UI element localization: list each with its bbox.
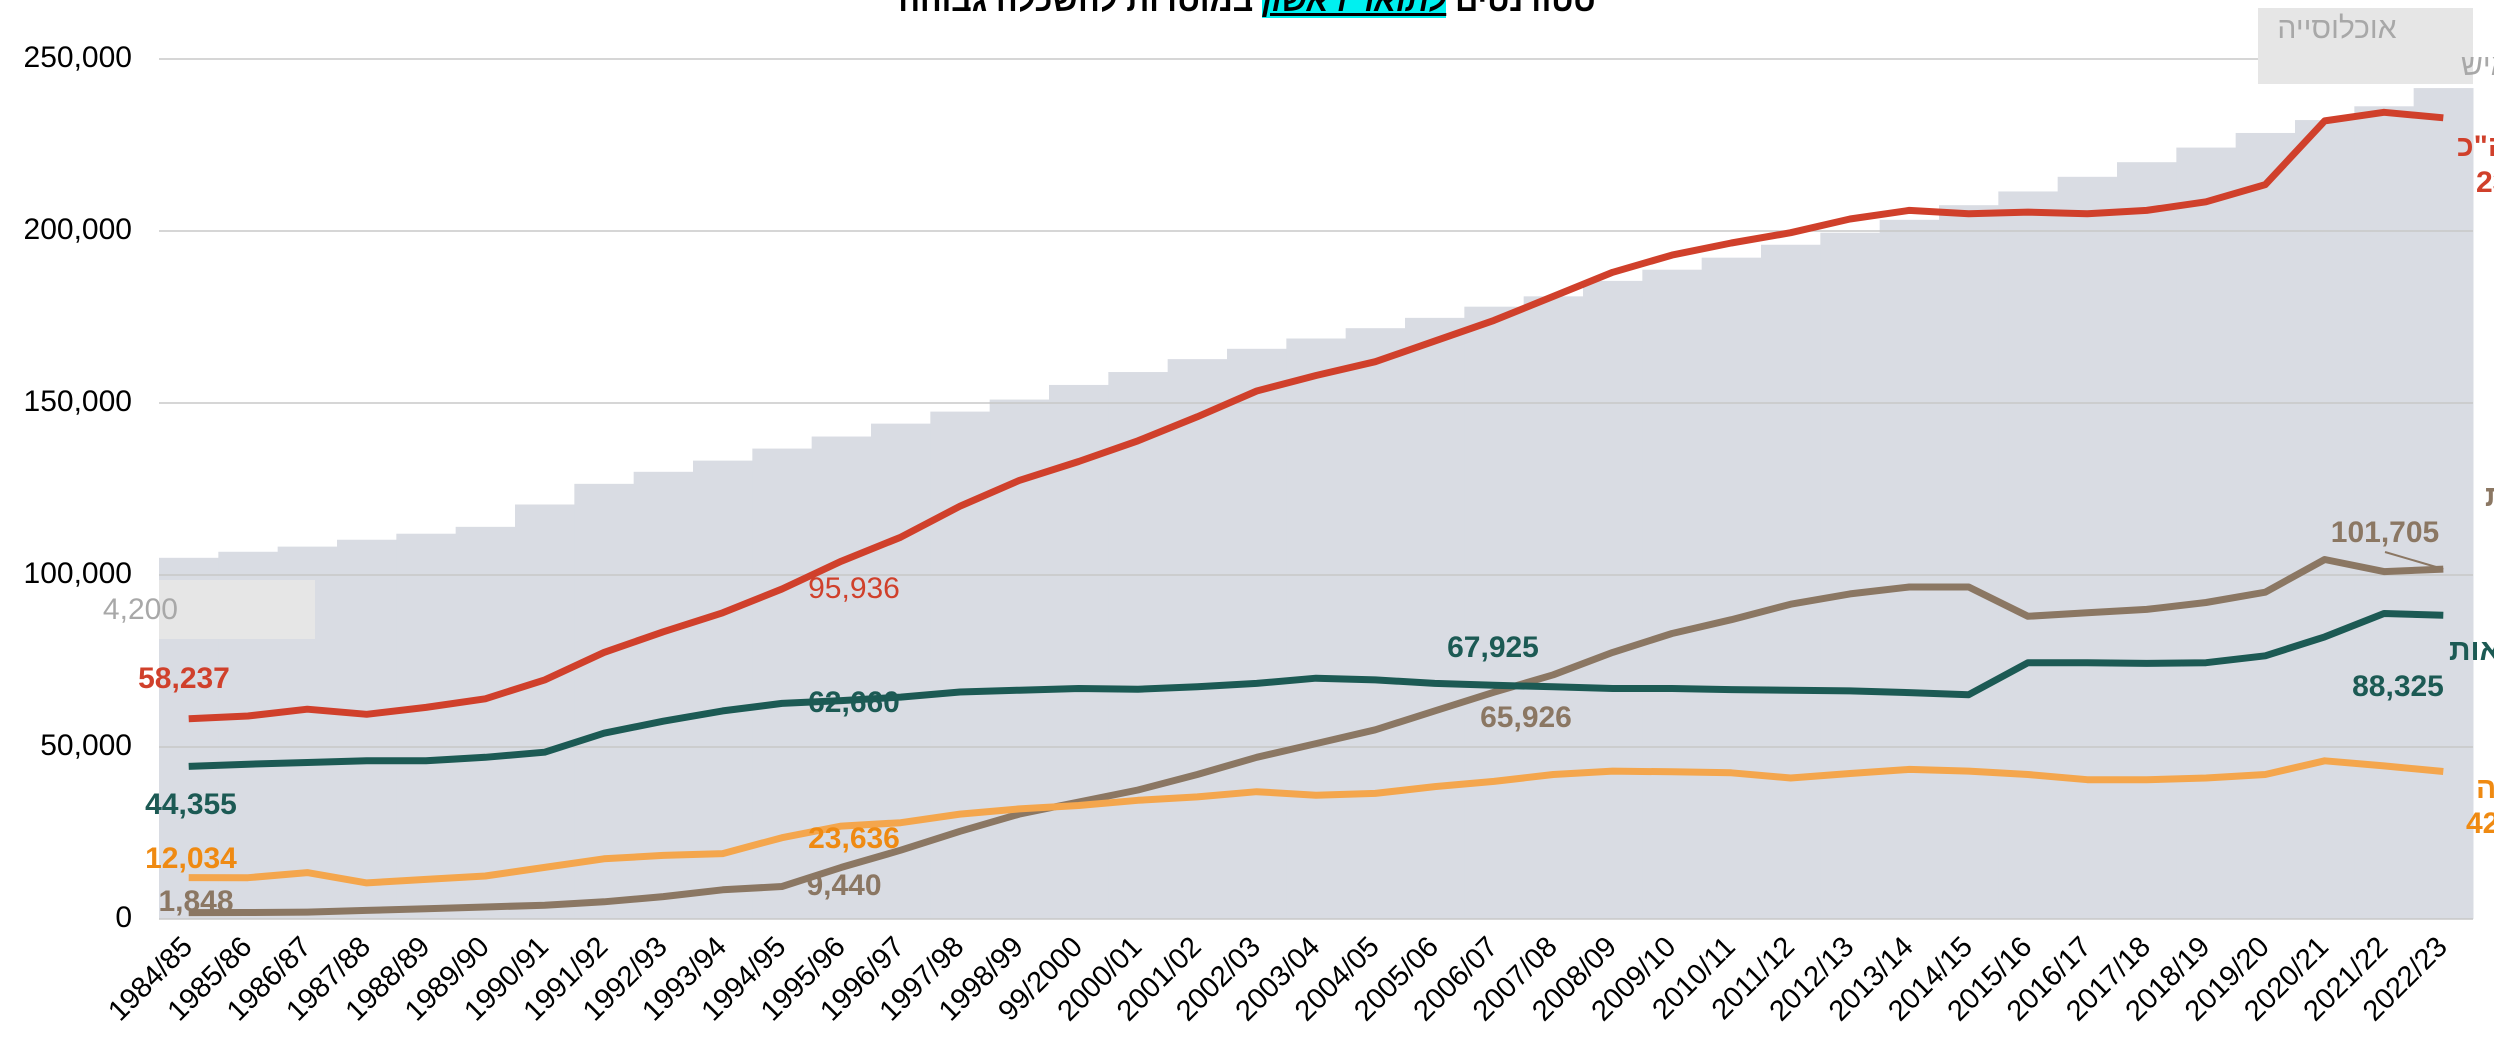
leader-line <box>2384 551 2444 571</box>
data-label: 42,873 <box>2466 807 2494 840</box>
population-step <box>1761 244 1821 919</box>
population-step <box>2295 120 2355 919</box>
population-step <box>574 483 635 919</box>
population-step <box>811 436 872 919</box>
data-label: 44,355 <box>145 788 237 821</box>
population-step <box>2413 88 2474 920</box>
series-label: אוניברסיטאות <box>2449 634 2494 667</box>
data-label: 88,325 <box>2352 670 2444 703</box>
population-step <box>1345 328 1406 919</box>
population-step <box>337 539 397 919</box>
population-step <box>1523 296 1584 919</box>
y-tick-label: 0 <box>115 901 132 934</box>
data-label: 9,440 <box>806 869 881 902</box>
data-label: 101,705 <box>2331 516 2439 549</box>
y-tick-label: 150,000 <box>24 385 132 418</box>
series-label: סה"כ <box>2457 130 2494 163</box>
data-label: 1,848 <box>158 885 233 918</box>
series-label: הפתוחה <box>2476 772 2494 805</box>
population-step <box>515 504 575 919</box>
y-tick-label: 50,000 <box>40 729 132 762</box>
title-part: סטודנטים <box>1455 0 1596 18</box>
population-step <box>1049 384 1109 919</box>
population-step <box>752 448 813 919</box>
population-step <box>693 460 753 919</box>
y-tick-label: 100,000 <box>24 557 132 590</box>
data-label: 58,237 <box>138 662 230 695</box>
data-label: 65,926 <box>1480 701 1572 734</box>
y-tick-label: 200,000 <box>24 213 132 246</box>
population-step <box>1701 257 1762 919</box>
population-step <box>1820 232 1881 920</box>
title-part: במוסדות להשכלה גבוהה <box>898 0 1254 18</box>
data-label: 23,636 <box>808 822 900 855</box>
series-label: אוכלוסייה <box>2277 12 2396 45</box>
population-step <box>1939 205 1999 919</box>
series-line <box>188 757 2444 887</box>
population-step <box>930 411 991 919</box>
series-line <box>188 108 2444 723</box>
data-label: 9,662 אלף איש <box>2461 49 2494 82</box>
population-step <box>1642 269 1703 919</box>
population-step <box>1167 359 1228 919</box>
label-box <box>2258 8 2473 84</box>
label-box <box>159 580 315 639</box>
population-step <box>633 471 694 919</box>
title-highlight: לתואר ראשון <box>1262 0 1447 18</box>
population-step <box>2117 162 2177 919</box>
population-step <box>2235 132 2296 919</box>
y-tick-label: 250,000 <box>24 41 132 74</box>
series-label: מכללות אקדמיות <box>2485 480 2494 513</box>
population-step <box>871 423 931 919</box>
population-step <box>2176 147 2237 919</box>
population-step <box>1998 191 2059 919</box>
data-label: 12,034 <box>145 842 237 875</box>
population-step <box>1405 317 1465 919</box>
data-label: 67,925 <box>1447 631 1539 664</box>
series-line <box>188 610 2444 770</box>
chart-title: סטודנטים לתואר ראשון במוסדות להשכלה גבוה… <box>0 0 2494 19</box>
population-step <box>2354 106 2415 920</box>
data-label: 62,660 <box>808 686 900 719</box>
population-step <box>1227 348 1287 919</box>
population-step <box>1108 372 1169 919</box>
data-label: 232,903 <box>2476 166 2494 199</box>
population-step <box>1583 280 1643 919</box>
population-step <box>2057 176 2118 919</box>
data-label: 95,936 <box>808 572 900 605</box>
data-label: 4,200 <box>103 593 178 626</box>
population-step <box>1879 219 1940 919</box>
series-line <box>188 556 2444 917</box>
population-step <box>396 533 457 919</box>
population-step <box>1464 306 1525 919</box>
population-step <box>1286 338 1347 919</box>
population-step <box>455 526 516 919</box>
